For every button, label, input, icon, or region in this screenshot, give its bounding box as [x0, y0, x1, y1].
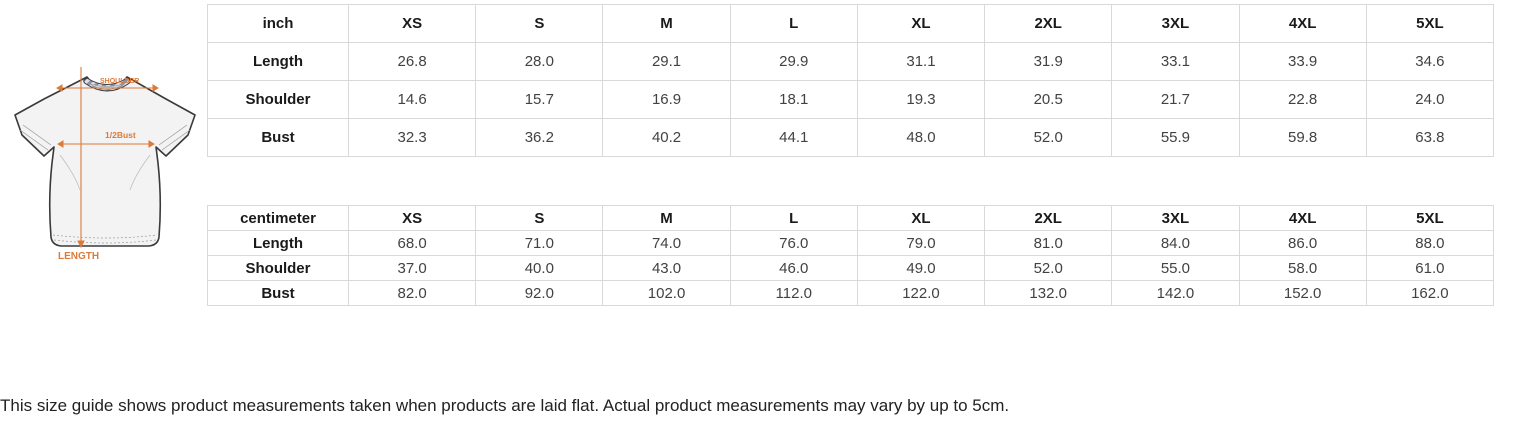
svg-text:1/2Bust: 1/2Bust [105, 130, 136, 140]
svg-text:LENGTH: LENGTH [58, 251, 99, 262]
svg-text:SHOULDER: SHOULDER [100, 78, 139, 85]
